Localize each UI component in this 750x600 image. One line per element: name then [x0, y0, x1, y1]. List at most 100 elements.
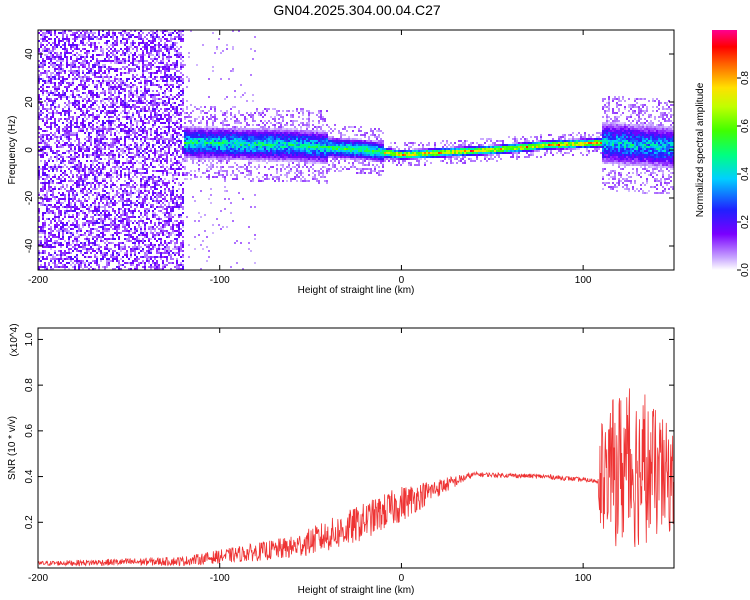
heat-cell	[98, 30, 100, 32]
heat-cell	[112, 220, 114, 222]
heat-cell	[186, 150, 188, 152]
heat-cell	[64, 144, 66, 146]
heat-cell	[144, 176, 146, 178]
heat-cell	[70, 216, 72, 218]
heat-cell	[128, 128, 130, 130]
heat-cell	[60, 174, 62, 176]
heat-cell	[168, 252, 170, 254]
heat-cell	[78, 266, 80, 268]
heat-cell	[96, 134, 98, 136]
heat-cell	[96, 96, 98, 98]
heat-cell	[166, 64, 168, 66]
heat-cell	[88, 238, 90, 240]
heat-cell	[58, 140, 60, 142]
heat-cell	[58, 176, 60, 178]
heat-cell	[88, 80, 90, 82]
heat-cell	[42, 244, 44, 246]
heat-cell	[142, 172, 144, 174]
heat-cell	[84, 132, 86, 134]
heat-cell	[168, 96, 170, 98]
heat-cell	[122, 54, 124, 56]
heat-cell	[116, 192, 118, 194]
heat-cell	[74, 36, 76, 38]
heat-cell	[164, 114, 166, 116]
heat-cell	[180, 58, 182, 60]
heat-cell	[94, 144, 96, 146]
heat-cell	[126, 222, 128, 224]
heat-cell	[156, 58, 158, 60]
heat-cell	[44, 140, 46, 142]
heat-cell	[108, 96, 110, 98]
heat-cell	[88, 250, 90, 252]
heat-cell	[124, 42, 126, 44]
heat-cell	[58, 216, 60, 218]
heat-cell	[44, 48, 46, 50]
heat-cell	[134, 268, 136, 270]
heat-cell	[88, 84, 90, 86]
heat-cell	[122, 42, 124, 44]
heat-cell	[62, 228, 64, 230]
heat-cell	[56, 36, 58, 38]
heat-cell	[70, 124, 72, 126]
heat-cell	[156, 200, 158, 202]
heat-cell	[92, 194, 94, 196]
heat-cell	[84, 242, 86, 244]
heat-cell	[90, 92, 92, 94]
heat-cell	[160, 30, 162, 32]
heat-cell	[48, 52, 50, 54]
heat-cell	[142, 266, 144, 268]
heat-cell	[146, 144, 148, 146]
heat-cell	[166, 138, 168, 140]
heat-cell	[82, 190, 84, 192]
heat-cell	[62, 252, 64, 254]
heat-cell	[142, 128, 144, 130]
heat-cell	[50, 222, 52, 224]
heat-cell	[170, 64, 172, 66]
heat-cell	[132, 214, 134, 216]
heat-cell	[116, 256, 118, 258]
heat-cell	[82, 184, 84, 186]
heat-cell	[174, 106, 176, 108]
heat-cell	[76, 70, 78, 72]
heat-cell	[146, 218, 148, 220]
heat-cell	[174, 206, 176, 208]
heat-cell	[66, 244, 68, 246]
heat-cell	[106, 144, 108, 146]
heat-cell	[192, 152, 194, 154]
heat-cell	[98, 132, 100, 134]
heat-cell	[172, 78, 174, 80]
heat-cell	[122, 84, 124, 86]
heat-cell	[76, 136, 78, 138]
heat-cell	[110, 238, 112, 240]
heat-cell	[72, 104, 74, 106]
heat-cell	[44, 220, 46, 222]
heat-cell	[82, 222, 84, 224]
heat-cell	[72, 32, 74, 34]
heat-cell	[180, 246, 182, 248]
heat-cell	[80, 162, 82, 164]
heat-cell	[38, 258, 40, 260]
heat-cell	[84, 112, 86, 114]
heat-cell	[74, 256, 76, 258]
heat-cell	[166, 160, 168, 162]
heat-cell	[114, 268, 116, 270]
heat-cell	[114, 110, 116, 112]
heat-cell	[108, 58, 110, 60]
heat-cell	[88, 232, 90, 234]
heat-cell	[150, 150, 152, 152]
heat-cell	[86, 54, 88, 56]
heat-cell	[124, 98, 126, 100]
heat-cell	[156, 54, 158, 56]
heat-cell	[96, 262, 98, 264]
heat-cell	[160, 170, 162, 172]
heat-cell	[132, 238, 134, 240]
heat-cell	[64, 198, 66, 200]
heat-cell	[46, 198, 48, 200]
heat-cell	[56, 178, 58, 180]
heat-cell	[144, 156, 146, 158]
heat-cell	[146, 122, 148, 124]
heat-cell	[110, 86, 112, 88]
heat-cell	[134, 120, 136, 122]
heat-cell	[180, 156, 182, 158]
heat-cell	[80, 210, 82, 212]
